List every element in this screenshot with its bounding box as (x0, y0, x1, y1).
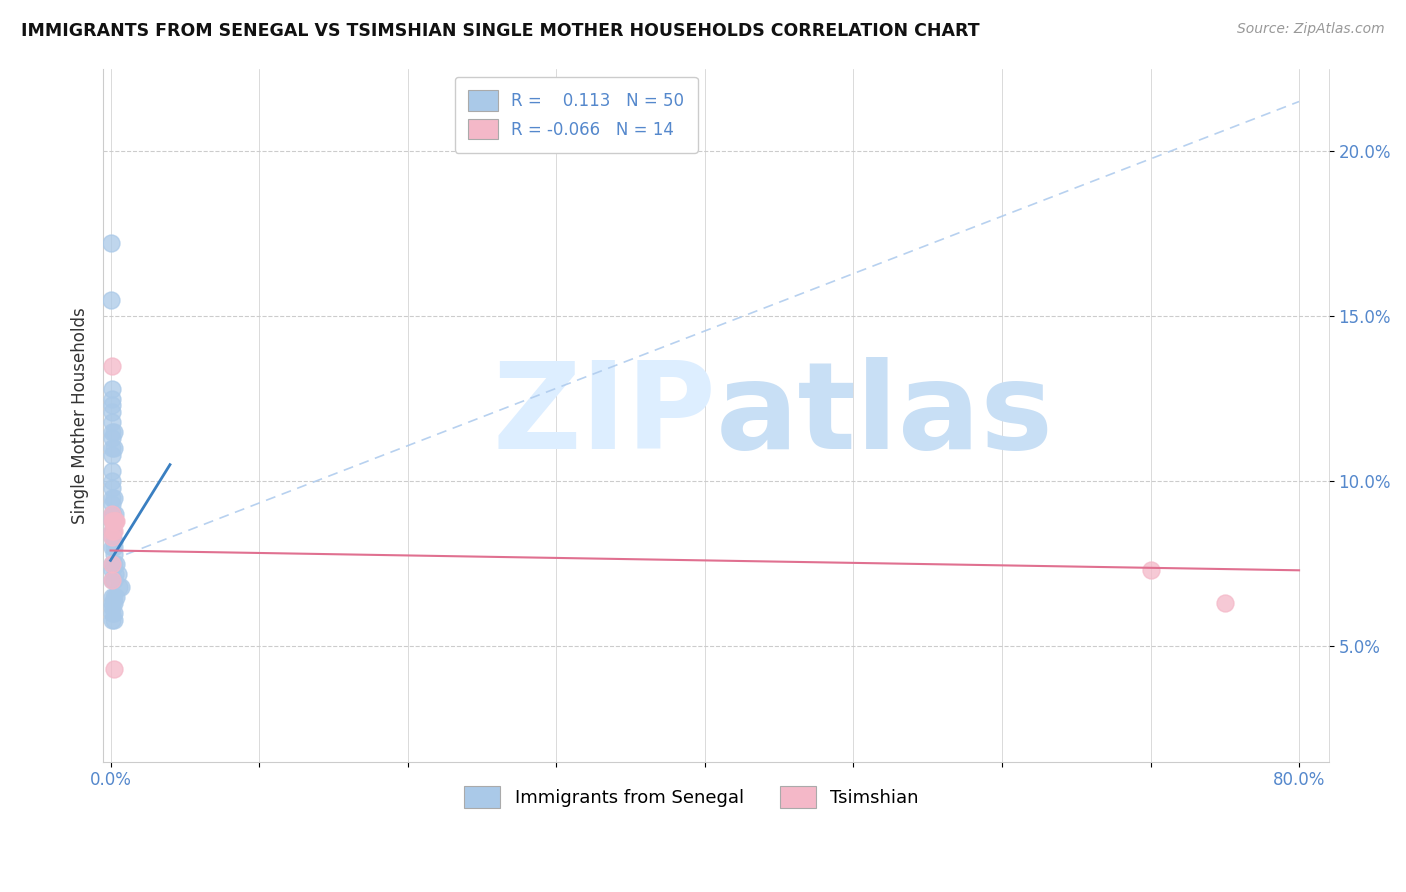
Point (101, 431, 124, 445)
Point (103, 441, 125, 455)
Point (101, 524, 124, 538)
Point (100, 359, 122, 373)
Point (100, 398, 122, 412)
Point (104, 566, 127, 581)
Point (103, 425, 125, 439)
Point (101, 613, 124, 627)
Text: atlas: atlas (716, 357, 1054, 474)
Point (100, 293, 122, 307)
Point (101, 530, 124, 544)
Point (100, 392, 122, 406)
Point (101, 425, 124, 439)
Point (101, 464, 124, 478)
Point (110, 580, 132, 594)
Point (105, 514, 128, 528)
Point (105, 590, 128, 604)
Point (103, 533, 125, 548)
Point (101, 481, 124, 495)
Point (101, 507, 124, 521)
Point (101, 573, 124, 587)
Point (101, 441, 124, 455)
Point (103, 590, 125, 604)
Point (101, 557, 124, 571)
Point (101, 507, 124, 521)
Point (101, 507, 124, 521)
Point (108, 580, 131, 594)
Point (101, 448, 124, 462)
Text: ZIP: ZIP (492, 357, 716, 474)
Point (1213, 596, 1236, 610)
Point (103, 491, 125, 505)
Point (101, 573, 124, 587)
Point (100, 236, 122, 251)
Point (101, 596, 124, 610)
Point (101, 606, 124, 620)
Point (103, 662, 125, 676)
Point (101, 514, 124, 528)
Point (103, 557, 125, 571)
Text: IMMIGRANTS FROM SENEGAL VS TSIMSHIAN SINGLE MOTHER HOUSEHOLDS CORRELATION CHART: IMMIGRANTS FROM SENEGAL VS TSIMSHIAN SIN… (21, 22, 980, 40)
Point (103, 524, 125, 538)
Point (101, 514, 124, 528)
Point (107, 566, 129, 581)
Point (101, 590, 124, 604)
Point (101, 557, 124, 571)
Point (104, 507, 127, 521)
Point (101, 514, 124, 528)
Y-axis label: Single Mother Households: Single Mother Households (72, 307, 89, 524)
Point (101, 563, 124, 577)
Point (100, 382, 122, 396)
Point (101, 524, 124, 538)
Point (103, 606, 125, 620)
Point (101, 497, 124, 511)
Point (105, 557, 128, 571)
Point (101, 491, 124, 505)
Point (101, 540, 124, 554)
Point (103, 540, 125, 554)
Point (101, 599, 124, 614)
Point (103, 613, 125, 627)
Point (103, 547, 125, 561)
Point (101, 405, 124, 419)
Point (101, 530, 124, 544)
Legend: Immigrants from Senegal, Tsimshian: Immigrants from Senegal, Tsimshian (457, 779, 927, 815)
Point (104, 514, 127, 528)
Point (1139, 563, 1161, 577)
Point (101, 474, 124, 488)
Point (103, 573, 125, 587)
Point (104, 514, 127, 528)
Point (101, 524, 124, 538)
Point (101, 415, 124, 429)
Point (103, 596, 125, 610)
Text: Source: ZipAtlas.com: Source: ZipAtlas.com (1237, 22, 1385, 37)
